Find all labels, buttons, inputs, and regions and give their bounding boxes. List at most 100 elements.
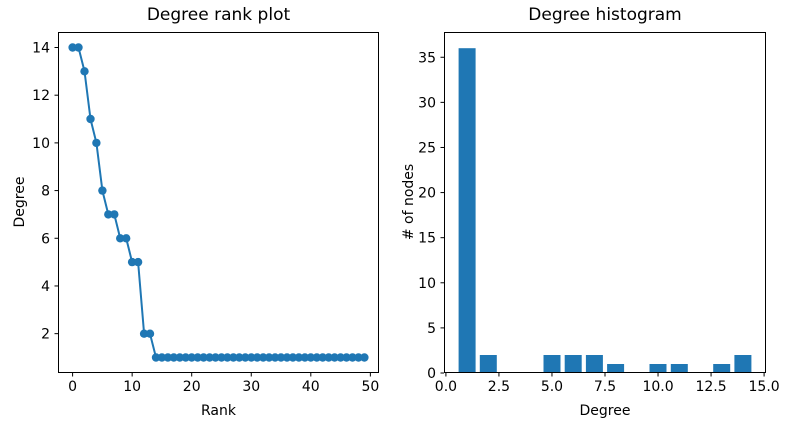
y-tick-label: 8	[41, 184, 50, 200]
data-point-marker	[217, 353, 226, 362]
histogram-bar	[479, 355, 497, 373]
degree-histogram-subplot: Degree histogram # of nodes Degree 0.0 2.…	[390, 0, 789, 430]
data-point-marker	[98, 186, 107, 195]
y-tick-label: 14	[32, 41, 50, 57]
x-tick-label: 10	[123, 379, 141, 395]
data-point-marker	[336, 353, 345, 362]
x-tick-label: 10.0	[642, 379, 673, 395]
data-point-marker	[229, 353, 238, 362]
x-tick-label: 0.0	[435, 379, 457, 395]
data-point-marker	[348, 353, 357, 362]
axes-spines	[444, 32, 766, 373]
data-point-marker	[342, 353, 351, 362]
x-tick-label: 15.0	[749, 379, 780, 395]
data-point-marker	[110, 210, 119, 219]
data-point-marker	[264, 353, 274, 362]
data-point-marker	[145, 329, 155, 338]
data-point-marker	[259, 353, 268, 362]
y-tick-label: 0	[427, 366, 436, 382]
data-point-marker	[270, 353, 280, 362]
data-point-marker	[175, 353, 184, 362]
y-tick-label: 10	[32, 136, 50, 152]
histogram-bar	[670, 364, 688, 373]
data-point-marker	[139, 329, 149, 338]
x-tick-label: 2.5	[488, 379, 510, 395]
degree-rank-subplot: Degree rank plot Degree Rank 0 10 20 30 40 50…	[12, 5, 379, 419]
data-point-marker	[223, 353, 232, 362]
data-point-marker	[330, 353, 339, 362]
data-point-marker	[235, 353, 244, 362]
histogram-bar	[564, 355, 582, 373]
data-point-marker	[253, 353, 262, 362]
data-point-marker	[318, 353, 327, 362]
x-tick-label: 12.5	[695, 379, 726, 395]
axes-spines	[58, 32, 379, 373]
x-tick-label: 7.5	[594, 379, 616, 395]
data-point-marker	[157, 353, 167, 362]
degree-rank-plot-canvas: 0 10 20 30 40 50 2 4 6 8 10 12 14	[32, 32, 379, 395]
x-tick-label: 5.0	[541, 379, 563, 395]
data-point-marker	[288, 353, 298, 362]
histogram-bar	[713, 364, 731, 373]
chart-title: Degree histogram	[528, 5, 682, 25]
chart-title: Degree rank plot	[146, 5, 291, 25]
histogram-bar	[585, 355, 603, 373]
y-tick-label: 25	[418, 140, 436, 156]
histogram-bar	[543, 355, 561, 373]
data-point-marker	[241, 353, 250, 362]
x-tick-label: 0	[68, 379, 77, 395]
y-tick-label: 6	[41, 231, 50, 247]
data-point-marker	[300, 353, 310, 362]
x-tick-label: 20	[183, 379, 201, 395]
data-point-marker	[324, 353, 333, 362]
histogram-bar	[458, 48, 476, 373]
data-point-marker	[193, 353, 202, 362]
x-tick-label: 30	[242, 379, 260, 395]
data-point-marker	[282, 353, 292, 362]
x-axis-label: Rank	[201, 403, 236, 419]
data-point-marker	[312, 353, 321, 362]
y-tick-label: 4	[41, 279, 50, 295]
y-axis-label: # of nodes	[401, 163, 417, 241]
data-point-marker	[205, 353, 214, 362]
histogram-bar	[734, 355, 752, 373]
data-point-marker	[86, 114, 95, 124]
x-tick-label: 50	[361, 379, 379, 395]
data-point-marker	[133, 257, 143, 267]
data-point-marker	[163, 353, 173, 362]
histogram-bar	[649, 364, 667, 373]
data-point-marker	[122, 234, 131, 243]
data-point-marker	[74, 43, 83, 52]
data-point-marker	[92, 138, 101, 148]
y-tick-label: 35	[418, 50, 436, 66]
data-point-marker	[294, 353, 304, 362]
data-point-marker	[247, 353, 256, 362]
y-tick-label: 5	[427, 321, 436, 337]
data-point-marker	[104, 210, 113, 219]
x-axis-label: Degree	[579, 403, 631, 419]
data-point-marker	[199, 353, 208, 362]
rank-line-series	[71, 46, 366, 359]
y-tick-label: 10	[418, 276, 436, 292]
y-tick-label: 30	[418, 95, 436, 111]
data-point-marker	[211, 353, 220, 362]
data-point-marker	[187, 353, 196, 362]
data-point-marker	[68, 43, 77, 52]
y-tick-label: 15	[418, 231, 436, 247]
y-tick-label: 12	[32, 88, 50, 104]
data-point-marker	[360, 353, 369, 362]
histogram-bar	[607, 364, 625, 373]
data-point-marker	[276, 353, 286, 362]
y-tick-label: 2	[41, 327, 50, 343]
data-point-marker	[127, 257, 137, 267]
y-tick-label: 20	[418, 186, 436, 202]
data-point-marker	[80, 67, 89, 76]
data-point-marker	[151, 353, 161, 362]
y-axis-label: Degree	[12, 176, 28, 228]
data-point-marker	[306, 353, 315, 362]
x-tick-label: 40	[302, 379, 320, 395]
data-point-marker	[354, 353, 363, 362]
data-point-marker	[181, 353, 190, 362]
data-point-marker	[116, 234, 125, 243]
